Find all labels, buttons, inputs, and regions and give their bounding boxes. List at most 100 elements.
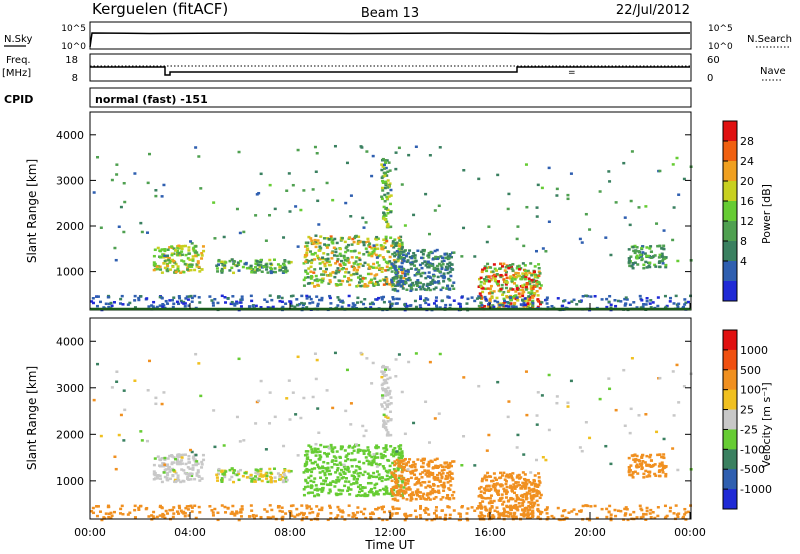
velocity-cell — [424, 506, 428, 510]
velocity-cell — [522, 511, 526, 515]
velocity-cell — [527, 489, 531, 493]
power-cell — [444, 265, 448, 269]
power-cell — [329, 235, 333, 238]
velocity-cell — [448, 488, 452, 492]
power-cell — [382, 215, 386, 218]
velocity-cell — [493, 486, 497, 490]
power-cell — [217, 263, 221, 266]
power-cell — [504, 270, 508, 274]
power-cell — [220, 269, 224, 273]
velocity-cell — [373, 456, 377, 460]
velocity-cell — [400, 479, 404, 483]
power-cell — [255, 259, 259, 263]
velocity-cell — [627, 466, 631, 469]
power-cell — [394, 151, 398, 154]
power-cell — [398, 239, 402, 242]
power-cell — [320, 298, 324, 302]
velocity-cell — [521, 498, 525, 502]
power-cell — [350, 243, 354, 246]
velocity-cell — [119, 507, 123, 511]
power-cell — [496, 282, 500, 286]
velocity-cell — [350, 452, 354, 455]
power-cell — [509, 302, 513, 305]
power-cell — [481, 287, 485, 290]
velocity-cell — [188, 472, 192, 476]
velocity-cell — [269, 516, 273, 519]
power-cell — [489, 284, 493, 288]
power-cell — [447, 256, 451, 260]
power-cell — [160, 271, 164, 274]
power-cell — [419, 295, 423, 298]
power-cell — [382, 283, 386, 286]
power-cell — [391, 296, 395, 299]
velocity-cell — [419, 507, 423, 510]
power-cell — [171, 265, 175, 269]
power-cell — [498, 302, 502, 305]
velocity-cell — [321, 470, 325, 473]
velocity-cell — [662, 464, 666, 468]
power-cell — [448, 303, 452, 307]
power-cell — [395, 269, 399, 272]
ytick-label: 1000 — [56, 266, 84, 279]
power-cell — [316, 239, 320, 242]
power-cell — [527, 277, 531, 280]
velocity-cell — [390, 512, 394, 515]
velocity-cell — [421, 471, 425, 474]
velocity-cell — [493, 476, 497, 480]
power-cell — [147, 305, 151, 308]
power-cell — [249, 264, 253, 268]
power-cell — [385, 277, 389, 281]
power-cell — [254, 304, 258, 308]
velocity-cell — [280, 518, 284, 522]
velocity-cell — [482, 491, 486, 495]
power-cell — [536, 280, 540, 284]
velocity-cell — [163, 475, 167, 479]
velocity-cell — [265, 510, 269, 513]
power-cell — [369, 306, 373, 309]
power-cell — [470, 296, 474, 299]
power-cell — [646, 254, 650, 258]
velocity-cell — [331, 459, 335, 462]
velocity-cell — [535, 494, 539, 498]
velocity-cell — [640, 467, 644, 471]
power-cell — [375, 238, 379, 241]
power-cell — [505, 276, 509, 280]
velocity-cell — [488, 497, 492, 500]
velocity-cell — [331, 447, 335, 451]
velocity-cell — [445, 496, 449, 500]
power-cell — [187, 265, 191, 268]
power-cell — [352, 249, 356, 253]
power-cell — [545, 296, 549, 299]
velocity-cell — [525, 516, 529, 520]
power-cell — [269, 267, 273, 271]
power-cell — [403, 303, 407, 306]
velocity-cell — [396, 467, 400, 470]
velocity-cell — [510, 515, 514, 518]
velocity-cell — [172, 512, 176, 515]
velocity-cell — [533, 495, 537, 498]
power-cell — [319, 267, 323, 270]
velocity-cell — [518, 484, 522, 487]
power-cell — [250, 299, 254, 303]
velocity-cell — [318, 471, 322, 474]
power-cell — [533, 275, 537, 279]
power-cell — [249, 294, 253, 298]
power-cell — [367, 254, 371, 257]
power-cell — [426, 298, 430, 301]
power-cell — [273, 270, 277, 274]
velocity-cell — [390, 490, 394, 493]
power-cell — [362, 253, 366, 256]
velocity-cell — [425, 471, 429, 475]
freq-label: Freq. — [6, 55, 31, 66]
velocity-cell — [192, 455, 196, 458]
velocity-cell — [409, 472, 413, 475]
velocity-cell — [306, 485, 310, 488]
power-cell — [436, 269, 440, 272]
power-cell — [306, 261, 310, 264]
power-cell — [509, 275, 513, 278]
velocity-cell — [483, 474, 487, 477]
velocity-cell — [402, 477, 406, 480]
power-cell — [526, 302, 530, 306]
power-cell — [352, 305, 356, 308]
velocity-cell — [385, 492, 389, 495]
